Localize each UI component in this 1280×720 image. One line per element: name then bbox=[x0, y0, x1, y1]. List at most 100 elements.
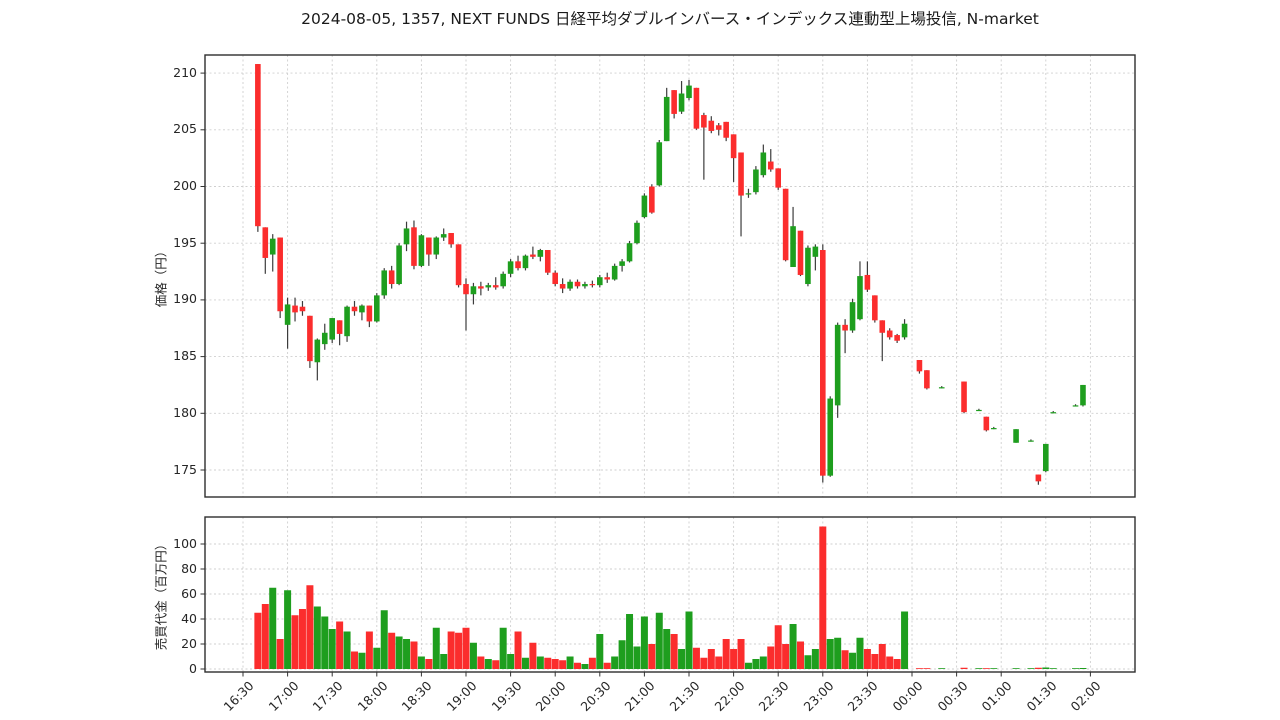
candle-body bbox=[448, 232, 454, 245]
candle-body bbox=[901, 323, 908, 338]
candle-body bbox=[1035, 474, 1042, 482]
volume-bar bbox=[351, 651, 359, 669]
volume-bar bbox=[871, 654, 879, 669]
price-tick-label: 180 bbox=[173, 404, 197, 420]
price-tick-label: 200 bbox=[173, 178, 197, 193]
volume-bar bbox=[722, 639, 730, 669]
candle-body bbox=[1072, 405, 1079, 407]
volume-bar bbox=[581, 664, 589, 669]
volume-bar bbox=[863, 649, 871, 669]
volume-bar bbox=[700, 657, 708, 669]
volume-tick-label: 80 bbox=[181, 560, 197, 576]
candle-body bbox=[678, 93, 685, 112]
volume-bar bbox=[603, 662, 611, 669]
candle-body bbox=[782, 188, 789, 261]
candle-body bbox=[916, 360, 923, 372]
volume-bar bbox=[715, 656, 723, 669]
candle-body bbox=[753, 169, 759, 193]
candle-body bbox=[403, 228, 410, 245]
volume-bar bbox=[477, 656, 485, 669]
candle-body bbox=[879, 320, 886, 333]
candle-body bbox=[299, 306, 306, 312]
volume-bar bbox=[328, 629, 336, 669]
candle-body bbox=[708, 120, 715, 131]
candle-body bbox=[344, 306, 350, 337]
candle-body bbox=[649, 186, 655, 213]
candle-body bbox=[567, 281, 573, 289]
candle-body bbox=[1013, 429, 1019, 443]
candle-body bbox=[983, 416, 990, 431]
volume-bar bbox=[574, 662, 582, 669]
volume-bar bbox=[321, 616, 329, 669]
candle-body bbox=[805, 247, 811, 285]
volume-bar bbox=[901, 611, 909, 669]
candle-body bbox=[990, 428, 997, 430]
price-tick-label: 175 bbox=[173, 461, 197, 477]
volume-bar bbox=[306, 585, 314, 669]
candle-body bbox=[760, 152, 767, 176]
volume-bar bbox=[410, 641, 418, 669]
candle-body bbox=[366, 305, 373, 322]
volume-bar bbox=[707, 649, 715, 669]
volume-bar bbox=[797, 641, 805, 669]
volume-bar bbox=[730, 649, 738, 669]
volume-bar bbox=[551, 659, 559, 669]
volume-bar bbox=[1042, 667, 1050, 669]
candle-body bbox=[582, 284, 588, 287]
volume-bar bbox=[819, 526, 827, 669]
volume-bar bbox=[336, 621, 344, 669]
volume-bar bbox=[915, 668, 923, 669]
candle-body bbox=[738, 152, 744, 196]
candle-body bbox=[775, 168, 782, 188]
volume-bar bbox=[960, 667, 968, 669]
volume-panel-border bbox=[204, 516, 1136, 673]
candle-body bbox=[336, 320, 343, 334]
candle-body bbox=[686, 85, 692, 99]
volume-bar bbox=[388, 632, 396, 669]
candle-body bbox=[478, 286, 484, 289]
volume-bar bbox=[566, 656, 574, 669]
volume-tick-label: 60 bbox=[181, 585, 197, 601]
volume-bar bbox=[536, 656, 544, 669]
candle-body bbox=[1080, 384, 1086, 406]
candle-body bbox=[433, 237, 440, 255]
volume-bar bbox=[759, 656, 767, 669]
candle-body bbox=[1050, 412, 1057, 414]
volume-bar bbox=[938, 668, 946, 669]
volume-bar bbox=[663, 629, 671, 669]
volume-bar bbox=[893, 659, 901, 669]
volume-bar bbox=[291, 615, 299, 669]
candle-body bbox=[938, 387, 945, 389]
candle-body bbox=[604, 277, 611, 280]
volume-bar bbox=[626, 614, 634, 669]
candle-body bbox=[500, 273, 506, 287]
volume-tick-label: 100 bbox=[173, 535, 197, 551]
candle-body bbox=[834, 324, 841, 406]
candle-body bbox=[619, 261, 625, 266]
volume-bar bbox=[841, 650, 849, 669]
volume-bar bbox=[529, 642, 537, 669]
volume-bar bbox=[826, 639, 834, 669]
volume-bar bbox=[633, 646, 641, 669]
candle-body bbox=[1028, 440, 1034, 442]
candle-body bbox=[381, 270, 388, 296]
volume-bar bbox=[559, 660, 567, 669]
candle-body bbox=[492, 285, 499, 288]
volume-bar bbox=[432, 627, 440, 669]
candle-body bbox=[656, 142, 663, 186]
volume-bar bbox=[440, 654, 448, 669]
candle-body bbox=[857, 276, 863, 320]
volume-bar bbox=[1027, 668, 1035, 669]
volume-bar bbox=[752, 659, 760, 669]
volume-bar bbox=[521, 657, 529, 669]
candle-body bbox=[374, 295, 380, 322]
volume-bar bbox=[544, 657, 552, 669]
volume-bar bbox=[492, 660, 500, 669]
volume-bar bbox=[744, 662, 752, 669]
volume-bar bbox=[849, 652, 857, 669]
candle-body bbox=[589, 284, 596, 286]
candle-body bbox=[849, 302, 856, 331]
candle-body bbox=[515, 261, 521, 269]
